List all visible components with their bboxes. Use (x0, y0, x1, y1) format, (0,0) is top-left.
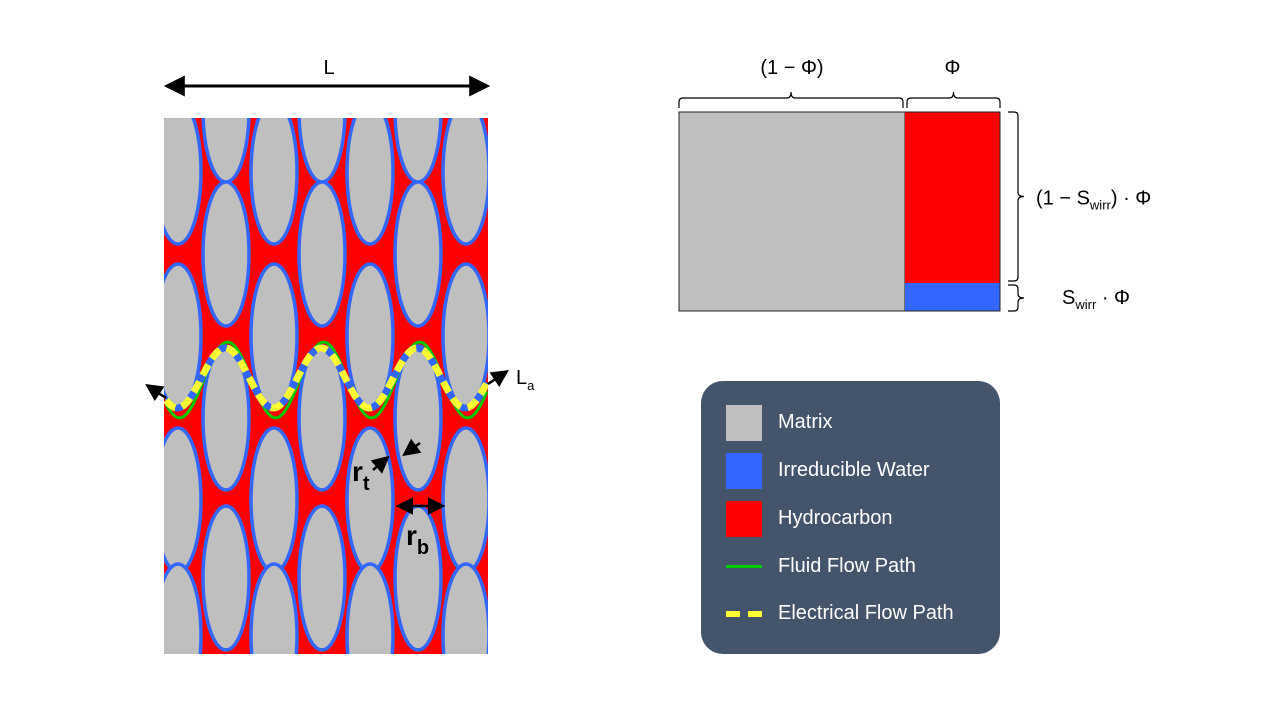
grain (249, 118, 299, 246)
grain (441, 562, 488, 654)
apparent-length-arrow-right (487, 370, 509, 388)
hydrocarbon-swatch (726, 501, 762, 537)
grain (345, 562, 395, 654)
body-radius-label: rb (406, 520, 429, 559)
grain (201, 504, 251, 652)
grain (164, 118, 203, 246)
volume-outline (678, 111, 1001, 312)
hydrocarbon-fraction-label: (1 − Swirr) · Φ (1036, 188, 1151, 213)
width-label: L (323, 57, 334, 79)
matrix-fraction-label: (1 − Φ) (760, 57, 823, 79)
rock-sample (164, 118, 488, 654)
grain (441, 118, 488, 246)
water-fraction-label: Swirr · Φ (1062, 287, 1130, 312)
irreducible-water-volume (905, 283, 1000, 311)
legend-label-electrical-path: Electrical Flow Path (778, 602, 954, 624)
throat-radius-label: rt (352, 456, 370, 495)
fluid-path-swatch (726, 565, 762, 568)
grain (249, 562, 299, 654)
grain (345, 118, 395, 246)
grain (345, 426, 395, 574)
matrix-swatch (726, 405, 762, 441)
legend-label-water: Irreducible Water (778, 459, 930, 481)
volume-fraction-diagram: (1 − Φ) Φ (1 − Swirr) · Φ Swirr · Φ (678, 57, 1151, 312)
grain (393, 118, 443, 184)
legend-label-fluid-path: Fluid Flow Path (778, 555, 916, 577)
hydrocarbon-volume (905, 112, 1000, 283)
throat-arrow-right (402, 438, 422, 457)
legend: Matrix Irreducible Water Hydrocarbon Flu… (701, 381, 1000, 654)
apparent-length-label: La (516, 367, 535, 393)
porosity-label: Φ (945, 57, 961, 79)
electrical-flow-path (164, 344, 488, 412)
water-brace (1008, 284, 1025, 312)
grain (297, 504, 347, 652)
matrix-fraction-brace (678, 91, 904, 108)
grain (164, 426, 203, 574)
grain (297, 180, 347, 328)
electrical-path-swatch (726, 611, 762, 617)
grain (441, 426, 488, 574)
legend-label-hydrocarbon: Hydrocarbon (778, 507, 893, 529)
grain (297, 118, 347, 184)
porosity-brace (906, 91, 1001, 108)
water-swatch (726, 453, 762, 489)
grain (393, 180, 443, 328)
apparent-length-arrow-left (145, 384, 167, 402)
grain (393, 504, 443, 652)
legend-label-matrix: Matrix (778, 411, 833, 433)
grain-group (164, 118, 488, 654)
grain (164, 562, 203, 654)
grain (201, 118, 251, 184)
hydrocarbon-brace (1008, 111, 1025, 282)
matrix-volume (678, 111, 906, 312)
grain (201, 180, 251, 328)
throat-arrow-left (370, 455, 390, 474)
grain (249, 426, 299, 574)
